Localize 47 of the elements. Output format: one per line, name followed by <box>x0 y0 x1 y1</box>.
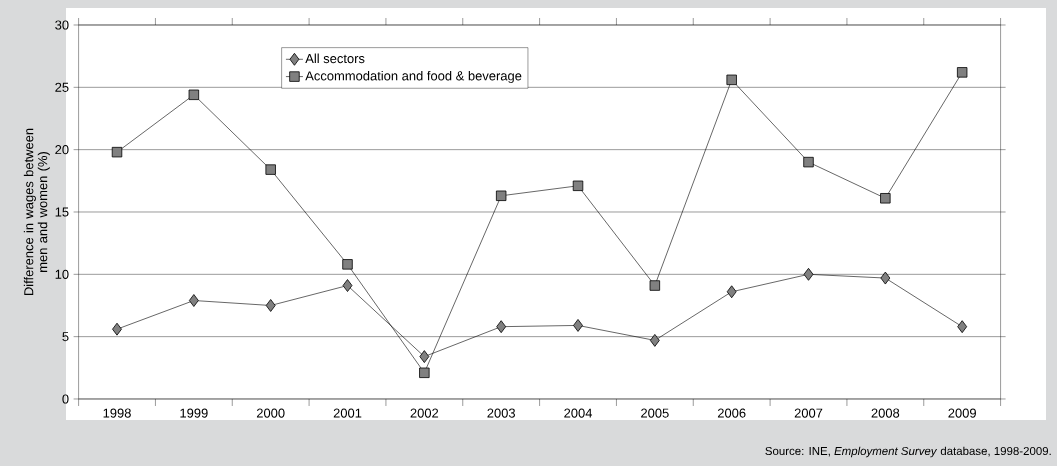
x-tick-label: 2003 <box>487 408 516 418</box>
y-tick-label: 20 <box>55 145 69 155</box>
point <box>188 89 200 100</box>
source-note: Source: INE, Employment Survey database, 1998-2009. <box>765 446 1051 458</box>
point <box>496 320 507 334</box>
point <box>573 319 583 332</box>
point <box>956 67 968 78</box>
x-tick-label: 2001 <box>333 408 362 418</box>
point <box>419 350 430 363</box>
y-axis-title: Difference in wages between men and women (%) <box>23 128 50 296</box>
legend-label: All sectors <box>305 53 365 64</box>
point <box>880 271 891 285</box>
x-tick-label: 2000 <box>256 408 285 418</box>
point <box>803 267 814 281</box>
point <box>880 193 891 204</box>
x-tick-label: 2005 <box>641 408 669 418</box>
point <box>342 279 353 292</box>
y-tick-label: 15 <box>55 207 69 217</box>
point <box>419 367 430 378</box>
legend-label: Accommodation and food & beverage <box>305 70 522 83</box>
x-tick-label: 2004 <box>564 408 593 418</box>
point <box>803 156 814 168</box>
x-tick-label: 2007 <box>794 408 823 418</box>
point <box>572 180 584 192</box>
x-tick-label: 2009 <box>948 408 976 418</box>
point <box>265 164 276 175</box>
point <box>726 74 737 86</box>
y-tick-label: 30 <box>55 20 69 30</box>
point <box>649 333 660 347</box>
point <box>112 322 122 336</box>
point <box>726 285 737 299</box>
y-tick-label: 0 <box>62 394 69 404</box>
y-tick-label: 25 <box>55 82 69 92</box>
point <box>342 259 353 270</box>
point <box>495 190 507 201</box>
x-tick-label: 2002 <box>410 408 439 418</box>
x-tick-label: 1999 <box>180 408 208 418</box>
point <box>957 320 968 334</box>
y-tick-label: 10 <box>55 269 69 279</box>
x-tick-label: 1998 <box>103 408 131 418</box>
point <box>265 299 276 312</box>
point <box>111 146 123 158</box>
y-tick-label: 5 <box>62 332 69 342</box>
point <box>649 280 661 291</box>
x-tick-label: 2006 <box>717 408 746 418</box>
point <box>188 294 199 307</box>
x-tick-label: 2008 <box>871 408 900 418</box>
